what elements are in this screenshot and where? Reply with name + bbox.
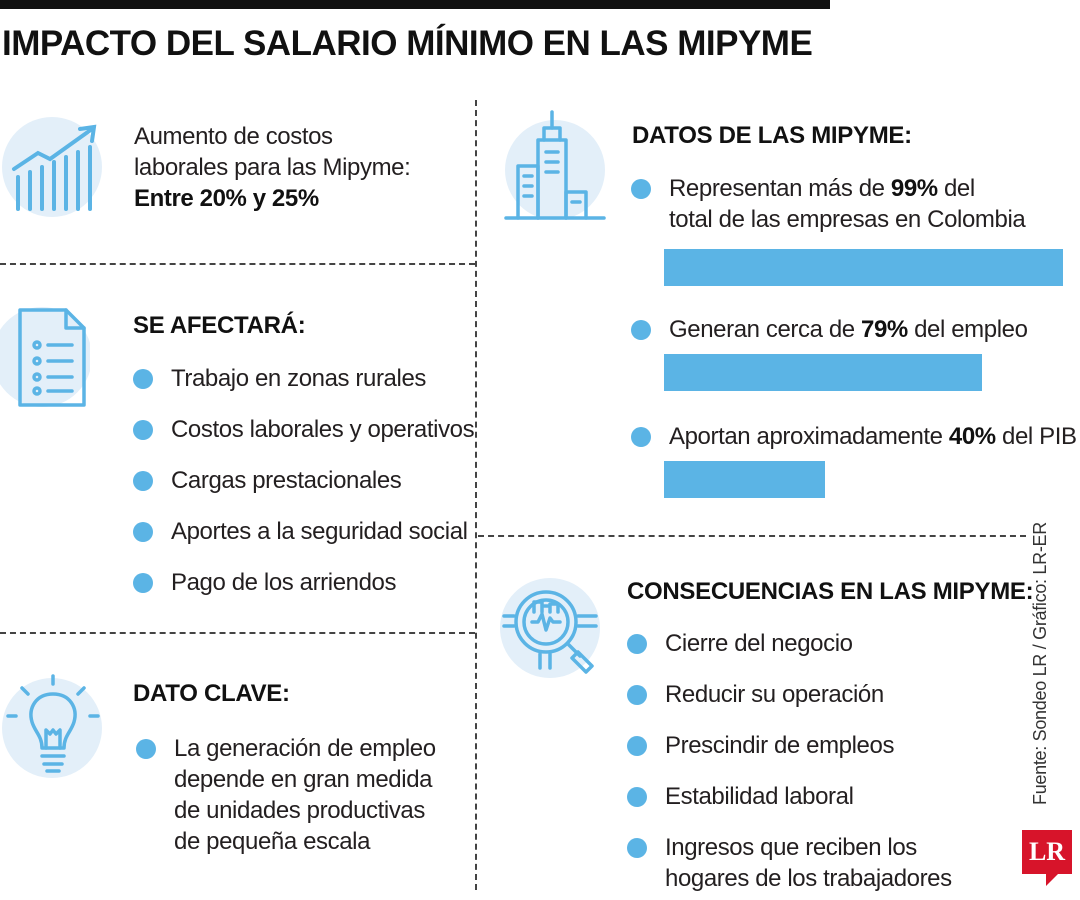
- dato-line: de unidades productivas: [174, 797, 425, 824]
- bar-99: [664, 249, 1063, 286]
- list-item: Cargas prestacionales: [133, 465, 474, 496]
- list-item: Pago de los arriendos: [133, 567, 474, 598]
- lightbulb-icon: [2, 674, 102, 778]
- growth-chart-icon: [2, 117, 102, 217]
- consecuencias-line: Ingresos que reciben los: [665, 834, 917, 861]
- datos-text: del empleo: [907, 316, 1028, 343]
- list-item: Ingresos que reciben los hogares de los …: [627, 832, 952, 894]
- afectara-list: Trabajo en zonas rurales Costos laborale…: [133, 363, 475, 598]
- datos-text-line2: total de las empresas en Colombia: [669, 206, 1026, 233]
- list-item: La generación de empleo depende en gran …: [136, 733, 436, 857]
- dato-line: La generación de empleo: [174, 735, 436, 762]
- datos-item-3: Aportan aproximadamente 40% del PIB: [631, 421, 1077, 452]
- consecuencias-line2: hogares de los trabajadores: [665, 865, 952, 892]
- costos-line2: laborales para las Mipyme:: [134, 154, 411, 181]
- list-item: Estabilidad laboral: [627, 781, 952, 812]
- list-item: Reducir su operación: [627, 679, 952, 710]
- bar-40: [664, 461, 825, 498]
- list-item: Costos laborales y operativos: [133, 414, 475, 445]
- divider-3: [478, 535, 1026, 537]
- costos-value: Entre 20% y 25%: [134, 185, 319, 212]
- top-rule: [0, 0, 830, 9]
- datos-percent: 79%: [861, 316, 908, 343]
- consecuencias-heading: CONSECUENCIAS EN LAS MIPYME:: [627, 578, 1034, 605]
- list-item: Trabajo en zonas rurales: [133, 363, 474, 394]
- buildings-icon: [504, 110, 606, 220]
- list-item: Cierre del negocio: [627, 628, 952, 659]
- bar-79: [664, 354, 982, 391]
- costos-text: Aumento de costos laborales para las Mip…: [134, 121, 411, 214]
- list-item: Aportan aproximadamente 40% del PIB: [631, 421, 1077, 452]
- datos-text: Representan más de: [669, 175, 891, 202]
- datos-percent: 99%: [890, 175, 938, 202]
- list-item: Representan más de 99% del total de las …: [631, 173, 1026, 235]
- divider-2: [0, 632, 475, 634]
- list-item: Aportes a la seguridad social: [133, 516, 474, 547]
- datos-heading: DATOS DE LAS MIPYME:: [632, 122, 912, 149]
- dato-line: depende en gran medida: [174, 766, 433, 793]
- analysis-magnifier-icon: [500, 578, 600, 678]
- lr-logo: LR: [1022, 830, 1072, 874]
- datos-text: Generan cerca de: [669, 316, 861, 343]
- datos-percent: 40%: [948, 423, 996, 450]
- divider-1: [0, 263, 475, 265]
- dato-line: de pequeña escala: [174, 828, 371, 855]
- datos-text: Aportan aproximadamente: [669, 423, 949, 450]
- list-item: Generan cerca de 79% del empleo: [631, 314, 1028, 345]
- datos-text: del: [937, 175, 975, 202]
- document-list-icon: [0, 307, 90, 407]
- costos-line1: Aumento de costos: [134, 123, 333, 150]
- dato-clave-list: La generación de empleo depende en gran …: [136, 733, 436, 857]
- afectara-heading: SE AFECTARÁ:: [133, 312, 306, 339]
- source-credit: Fuente: Sondeo LR / Gráfico: LR-ER: [1030, 522, 1050, 805]
- dato-clave-heading: DATO CLAVE:: [133, 680, 290, 707]
- list-item: Prescindir de empleos: [627, 730, 952, 761]
- vertical-divider: [475, 100, 477, 890]
- datos-item-1: Representan más de 99% del total de las …: [631, 173, 1026, 235]
- datos-text: del PIB: [995, 423, 1077, 450]
- lr-logo-tail: [1046, 874, 1058, 886]
- page-title: IMPACTO DEL SALARIO MÍNIMO EN LAS MIPYME: [2, 24, 813, 63]
- consecuencias-list: Cierre del negocio Reducir su operación …: [627, 628, 952, 894]
- datos-item-2: Generan cerca de 79% del empleo: [631, 314, 1028, 345]
